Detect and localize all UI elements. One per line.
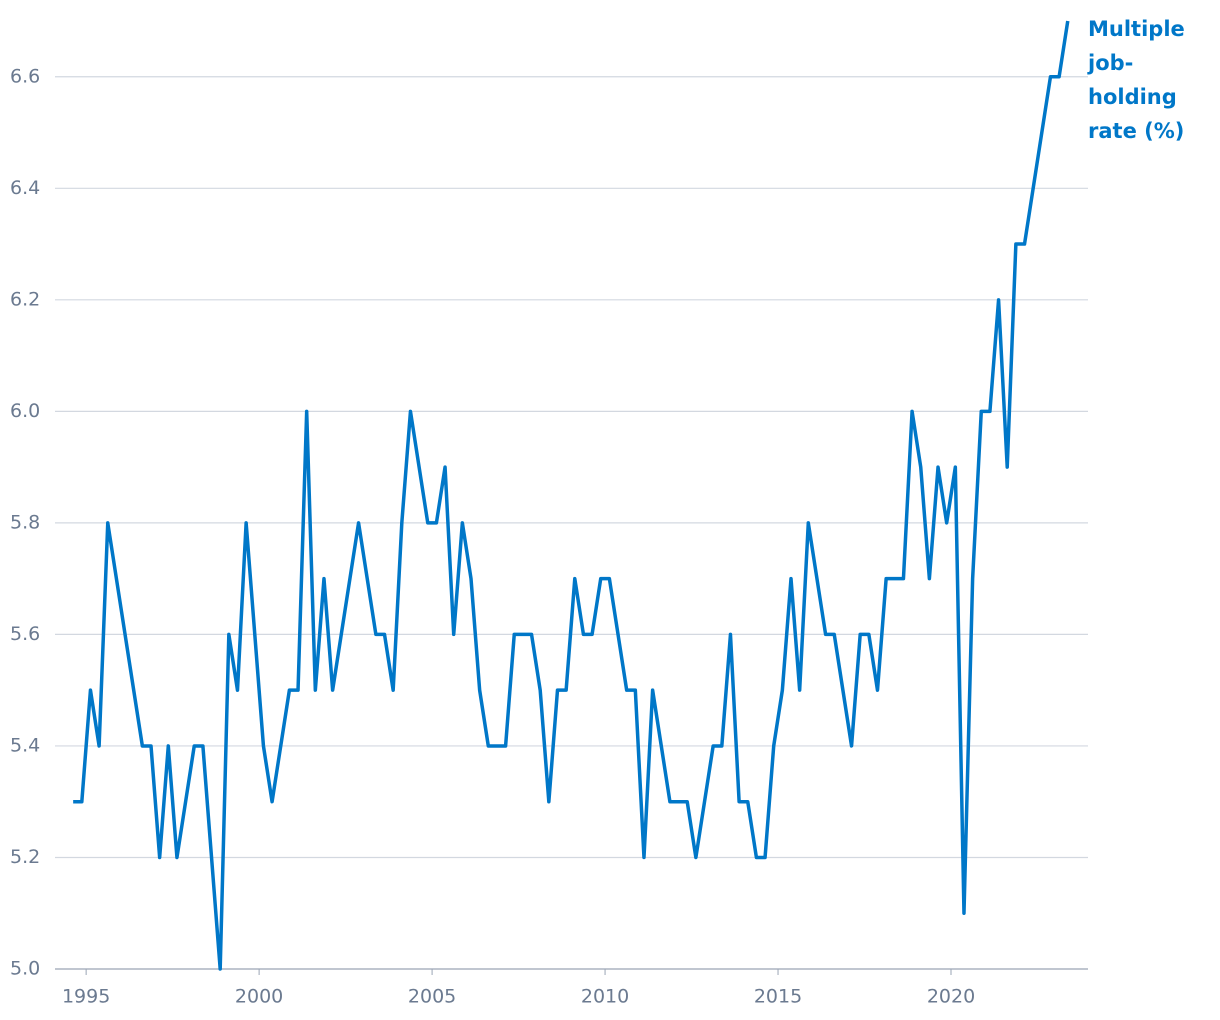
x-tick-label: 2020 [927,986,975,1008]
y-tick-label: 6.2 [10,288,40,310]
annotation: rate (%) [1088,119,1184,143]
y-tick-label: 5.2 [10,846,40,868]
y-tick-label: 6.6 [10,65,40,87]
y-tick-label: 5.6 [10,623,40,645]
x-tick-label: 1995 [62,986,110,1008]
annotation: Multiple [1088,17,1185,41]
x-tick-label: 2010 [581,986,629,1008]
y-tick-label: 6.4 [10,177,40,199]
y-tick-label: 5.8 [10,511,40,533]
data-line [73,20,1070,971]
y-tick-label: 5.4 [10,734,40,756]
y-tick-label: 5.0 [10,958,40,980]
x-tick-label: 2015 [754,986,802,1008]
y-tick-label: 6.0 [10,400,40,422]
annotation: holding [1088,85,1177,109]
x-tick-label: 2000 [235,986,283,1008]
annotation: job- [1087,51,1133,75]
x-tick-label: 2005 [408,986,456,1008]
